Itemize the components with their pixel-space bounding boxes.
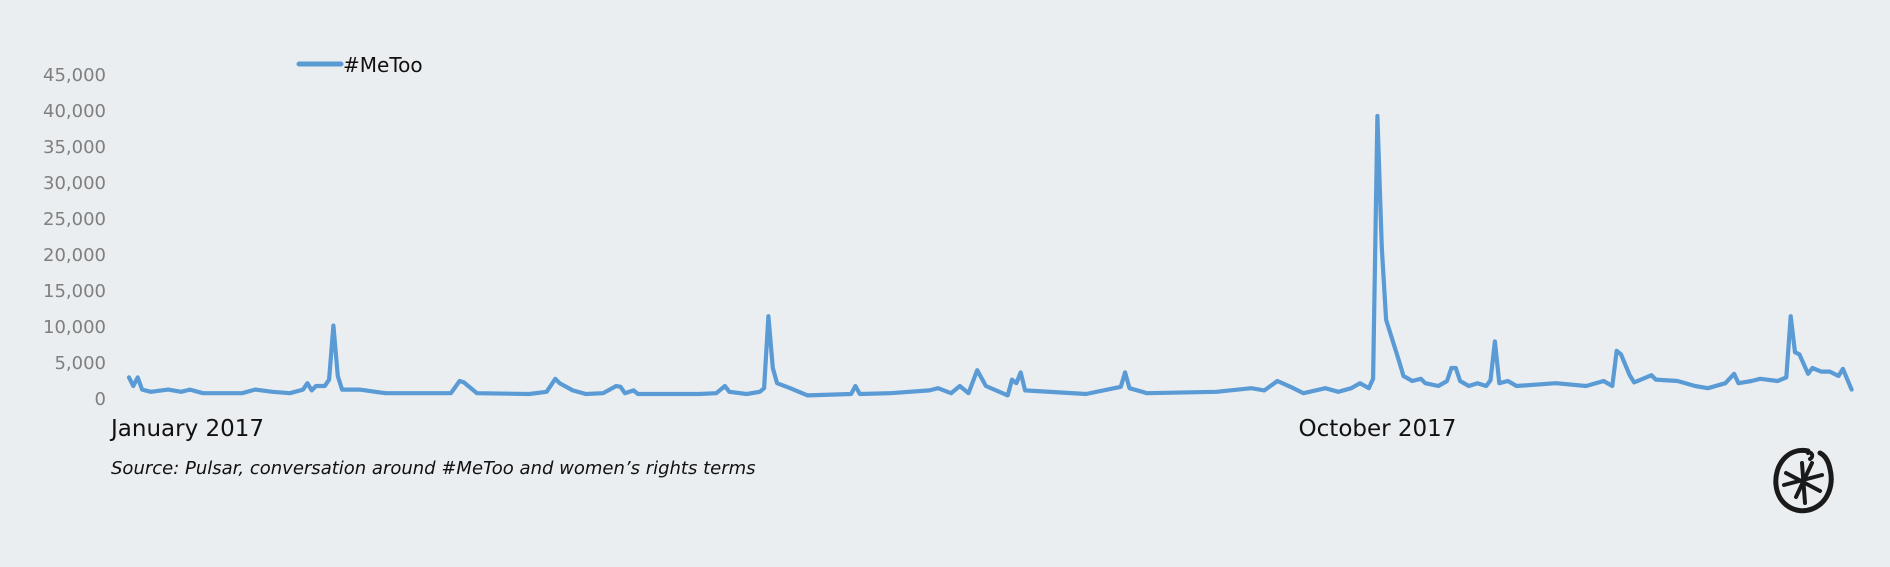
y-tick-label: 25,000: [43, 209, 106, 230]
data-points: [129, 116, 1852, 396]
asterisk-in-circle-logo: [1773, 447, 1834, 514]
y-tick-label: 20,000: [43, 245, 106, 266]
y-tick-label: 5,000: [54, 353, 106, 374]
x-axis-ticks: January 2017 October 2017: [109, 416, 1456, 442]
y-tick-label: 10,000: [43, 317, 106, 338]
y-axis-ticks: 0 5,000 10,000 15,000 20,000 25,000 30,000 35,0…: [43, 65, 106, 410]
x-tick-label: October 2017: [1299, 416, 1457, 442]
y-tick-label: 45,000: [43, 65, 106, 86]
y-tick-label: 30,000: [43, 173, 106, 194]
y-tick-label: 35,000: [43, 137, 106, 158]
legend-label: #MeToo: [343, 53, 423, 77]
y-tick-label: 40,000: [43, 101, 106, 122]
y-tick-label: 0: [95, 389, 106, 410]
source-note: Source: Pulsar, conversation around #MeT…: [111, 458, 756, 479]
legend: #MeToo: [296, 53, 423, 77]
series-line-metoo: [126, 113, 1854, 398]
x-tick-label: January 2017: [109, 416, 264, 442]
y-tick-label: 15,000: [43, 281, 106, 302]
